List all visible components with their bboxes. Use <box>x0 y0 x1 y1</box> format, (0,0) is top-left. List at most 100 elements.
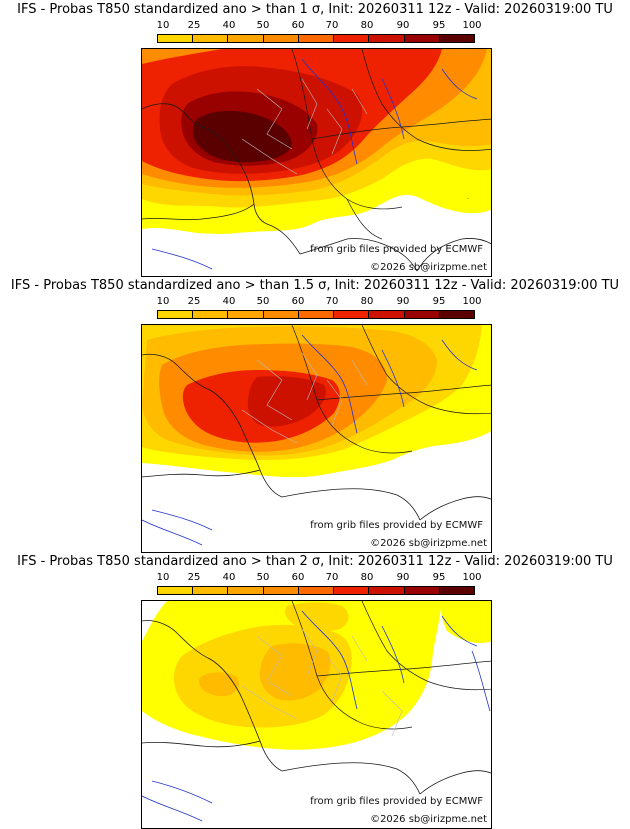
colorbar-tick: 80 <box>360 296 374 307</box>
map-canvas <box>142 601 491 828</box>
colorbar-tick: 70 <box>325 20 339 31</box>
colorbar-tick: 50 <box>256 20 270 31</box>
admin-lines <box>241 628 403 737</box>
colorbar-swatch <box>193 587 229 594</box>
colorbar-swatch <box>404 311 440 318</box>
coastline <box>281 762 491 795</box>
sea <box>142 465 489 552</box>
colorbar-swatch <box>334 311 370 318</box>
colorbar-tick: 40 <box>222 20 236 31</box>
colorbar-tick: 100 <box>462 296 482 307</box>
coastline <box>142 103 301 255</box>
colorbar-swatch <box>369 35 405 42</box>
colorbar-ticks: 10 25 40 50 60 70 80 90 95 100 <box>150 20 482 32</box>
colorbar-swatch <box>298 311 335 318</box>
zone-40 <box>198 672 239 697</box>
colorbar-tick: 95 <box>432 296 446 307</box>
coastline <box>281 488 491 521</box>
colorbar-tick: 50 <box>256 572 270 583</box>
colorbar-tick: 90 <box>396 572 410 583</box>
border <box>361 325 491 415</box>
colorbar-tick: 25 <box>187 572 201 583</box>
colorbar-tick: 80 <box>360 20 374 31</box>
colorbar-swatch <box>404 35 440 42</box>
colorbar-tick: 100 <box>462 572 482 583</box>
colorbar-tick: 100 <box>462 20 482 31</box>
colorbar-swatch <box>369 311 405 318</box>
grib-credit: from grib files provided by ECMWF <box>310 796 483 807</box>
colorbar-swatch <box>369 587 405 594</box>
zone-40 <box>259 643 331 701</box>
colorbar-swatch <box>158 311 194 318</box>
copyright: ©2026 sb@irizpme.net <box>370 538 487 549</box>
copyright: ©2026 sb@irizpme.net <box>370 262 487 273</box>
copyright: ©2026 sb@irizpme.net <box>370 814 487 825</box>
colorbar-swatch <box>263 35 299 42</box>
colorbar-swatch <box>158 587 194 594</box>
colorbar-tick: 40 <box>222 572 236 583</box>
colorbar-tick: 60 <box>291 296 305 307</box>
colorbar-swatch <box>263 587 299 594</box>
colorbar-swatch <box>439 587 474 594</box>
coastline <box>142 620 283 772</box>
colorbar-ticks: 10 25 40 50 60 70 80 90 95 100 <box>150 296 482 308</box>
sea <box>142 601 167 641</box>
colorbar <box>157 34 475 43</box>
panel-1-sigma: IFS - Probas T850 standardized ano > tha… <box>0 0 630 277</box>
panel-title: IFS - Probas T850 standardized ano > tha… <box>10 278 620 293</box>
admin-lines <box>241 78 368 175</box>
border <box>361 601 491 691</box>
colorbar-tick: 90 <box>396 296 410 307</box>
colorbar-swatch <box>228 35 264 42</box>
colorbar-swatch <box>334 587 370 594</box>
border <box>361 49 491 151</box>
colorbar-swatch <box>298 587 335 594</box>
colorbar-tick: 70 <box>325 572 339 583</box>
colorbar-tick: 10 <box>156 296 170 307</box>
colorbar-tick: 60 <box>291 572 305 583</box>
probability-map: · from grib files provided by ECMWF ©202… <box>141 48 492 277</box>
colorbar-swatch <box>334 35 370 42</box>
colorbar-tick: 50 <box>256 296 270 307</box>
colorbar-ticks: 10 25 40 50 60 70 80 90 95 100 <box>150 572 482 584</box>
river <box>142 610 491 822</box>
zone-90 <box>247 376 327 427</box>
colorbar <box>157 586 475 595</box>
colorbar-swatch <box>228 587 264 594</box>
grid-mark: · <box>467 196 469 203</box>
river <box>151 58 478 270</box>
colorbar-swatch <box>404 587 440 594</box>
colorbar-tick: 95 <box>432 20 446 31</box>
coastline <box>142 353 283 498</box>
colorbar-tick: 10 <box>156 20 170 31</box>
river <box>142 334 478 546</box>
panel-title: IFS - Probas T850 standardized ano > tha… <box>17 554 613 569</box>
probability-map: from grib files provided by ECMWF ©2026 … <box>141 600 492 829</box>
probability-map: from grib files provided by ECMWF ©2026 … <box>141 324 492 553</box>
colorbar-tick: 95 <box>432 572 446 583</box>
colorbar-tick: 25 <box>187 296 201 307</box>
sea <box>142 231 369 276</box>
colorbar-swatch <box>193 35 229 42</box>
colorbar-swatch <box>439 311 474 318</box>
colorbar-tick: 80 <box>360 572 374 583</box>
grib-credit: from grib files provided by ECMWF <box>310 244 483 255</box>
coastline <box>299 238 491 272</box>
colorbar-swatch <box>439 35 474 42</box>
colorbar-tick: 90 <box>396 20 410 31</box>
colorbar-tick: 25 <box>187 20 201 31</box>
map-canvas: · <box>142 49 491 276</box>
zone-10 <box>441 601 491 643</box>
colorbar-swatch <box>228 311 264 318</box>
panel-1-5-sigma: IFS - Probas T850 standardized ano > tha… <box>0 276 630 553</box>
panel-title: IFS - Probas T850 standardized ano > tha… <box>17 2 613 17</box>
colorbar-swatch <box>263 311 299 318</box>
colorbar-swatch <box>158 35 194 42</box>
zone-100 <box>192 110 292 163</box>
sea <box>432 467 491 552</box>
sea <box>142 731 487 828</box>
sea <box>432 733 491 828</box>
colorbar-swatch <box>298 35 335 42</box>
colorbar <box>157 310 475 319</box>
colorbar-tick: 10 <box>156 572 170 583</box>
